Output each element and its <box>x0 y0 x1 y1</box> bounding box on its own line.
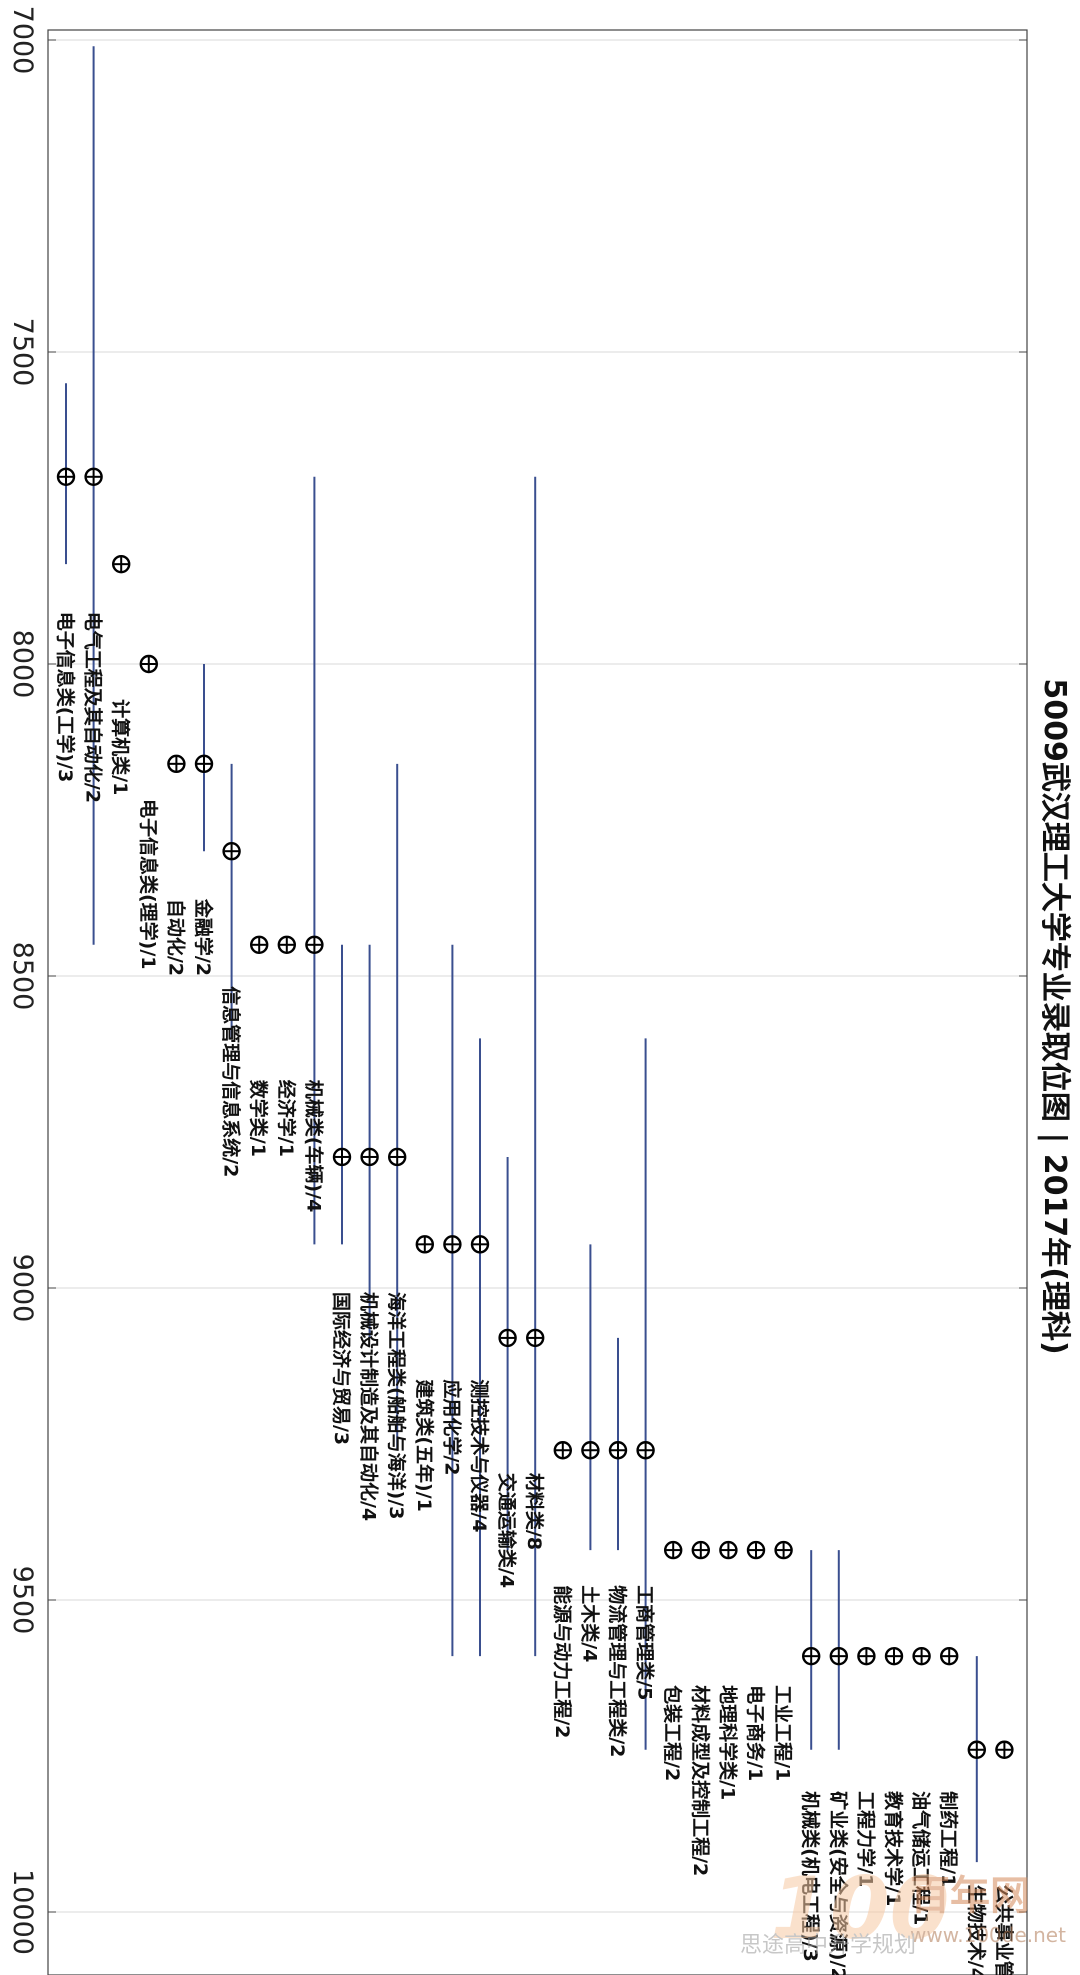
point-label: 生物技术/4 <box>965 1885 988 1975</box>
point-label: 建筑类(五年)/1 <box>413 1379 436 1512</box>
point-label: 土木类/4 <box>578 1585 601 1662</box>
point-label: 数学类/1 <box>247 1080 270 1157</box>
point-label: 制药工程/1 <box>937 1791 960 1887</box>
point-label: 机械类(车辆)/4 <box>302 1080 325 1213</box>
point-label: 材料成型及控制工程/2 <box>689 1685 712 1876</box>
point-label: 机械设计制造及其自动化/4 <box>358 1292 381 1521</box>
point-label: 国际经济与贸易/3 <box>330 1292 353 1445</box>
point-label: 机械类(机电工程)/3 <box>799 1791 822 1962</box>
watermark-number: 100 <box>770 1859 950 1959</box>
chart-title-group: 5009武汉理工大学专业录取位图 | 2017年(理科) <box>1037 678 1072 1354</box>
point-label: 电气工程及其自动化/2 <box>82 612 105 803</box>
tick-label: 9500 <box>7 1566 38 1635</box>
point-label: 油气储运工程/1 <box>910 1791 933 1925</box>
point-label: 公共事业管理/1 <box>992 1885 1015 1975</box>
range-lines <box>65 46 978 1863</box>
tick-label: 7000 <box>7 6 38 75</box>
point-label: 信息管理与信息系统/2 <box>220 986 243 1177</box>
grid <box>48 39 1027 1913</box>
point-label: 包装工程/2 <box>661 1685 684 1781</box>
axis-ticks: 7000 7500 8000 8500 9000 9500 10000 <box>7 6 1027 1955</box>
plot-frame <box>47 29 1028 1975</box>
point-label: 交通运输类/4 <box>496 1473 519 1588</box>
point-label: 物流管理与工程类/2 <box>606 1585 629 1757</box>
point-label: 工程力学/1 <box>854 1791 877 1887</box>
watermark-url: www.100de.net <box>910 1923 1066 1947</box>
point-label: 能源与动力工程/2 <box>551 1585 574 1738</box>
point-label: 电子信息类(工学)/3 <box>54 612 77 783</box>
point-label: 工商管理类/5 <box>634 1585 657 1700</box>
tick-label: 8500 <box>7 942 38 1011</box>
watermark-account: 思途高中升学规划 <box>740 1933 917 1958</box>
point-label: 海洋工程类(船舶与海洋)/3 <box>385 1292 408 1520</box>
tick-label: 9000 <box>7 1254 38 1323</box>
point-label: 经济学/1 <box>275 1080 298 1157</box>
point-label: 电子商务/1 <box>744 1685 767 1781</box>
point-label: 电子信息类(理学)/1 <box>137 799 160 970</box>
point-label: 地理科学类/1 <box>716 1685 739 1800</box>
point-label: 金融学/2 <box>192 898 215 976</box>
tick-label: 7500 <box>7 318 38 387</box>
watermark-brand: 百年网 <box>910 1873 1030 1919</box>
point-label: 测控技术与仪器/4 <box>468 1379 491 1532</box>
plot-border <box>47 29 1028 1975</box>
point-label: 教育技术学/1 <box>882 1791 905 1906</box>
chart-title: 5009武汉理工大学专业录取位图 | 2017年(理科) <box>1037 678 1072 1354</box>
tick-label: 8000 <box>7 630 38 699</box>
point-label: 自动化/2 <box>164 899 187 976</box>
tick-label: 10000 <box>7 1869 38 1955</box>
point-label: 矿业类(安全与资源)/2 <box>827 1791 850 1975</box>
data-points <box>56 467 1014 1759</box>
point-label: 计算机类/1 <box>109 699 132 795</box>
watermark: 100 百年网 www.100de.net 思途高中升学规划 <box>740 1857 1070 1967</box>
point-label: 应用化学/2 <box>440 1379 463 1475</box>
point-label: 材料类/8 <box>523 1473 546 1550</box>
point-label: 工业工程/1 <box>772 1685 794 1781</box>
